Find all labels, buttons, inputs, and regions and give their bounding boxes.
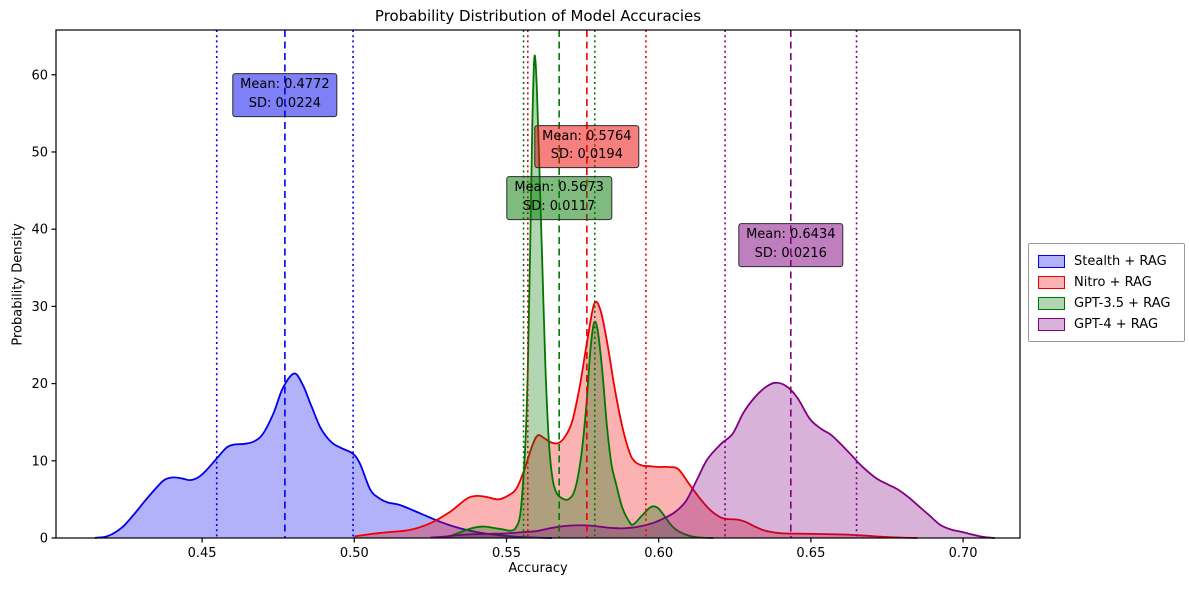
legend: Stealth + RAG Nitro + RAG GPT-3.5 + RAG … xyxy=(1028,243,1185,342)
kde-area-stealth-rag xyxy=(94,373,553,538)
axes-frame xyxy=(55,29,1021,539)
annotation-mean-text: Mean: 0.5764 xyxy=(542,128,632,144)
chart-title: Probability Distribution of Model Accura… xyxy=(374,7,702,25)
y-tick-label: 60 xyxy=(31,68,48,83)
gpt4-swatch-icon xyxy=(1038,318,1065,331)
x-tick-label: 0.50 xyxy=(340,546,369,561)
annotation-sd-text: SD: 0.0117 xyxy=(523,199,596,215)
x-tick-label: 0.55 xyxy=(492,546,521,561)
kde-line-gpt4-rag xyxy=(430,381,996,539)
legend-label: Nitro + RAG xyxy=(1074,275,1152,290)
kde-area-gpt4-rag xyxy=(430,382,996,538)
legend-item-gpt35: GPT-3.5 + RAG xyxy=(1038,293,1175,314)
x-axis-label: Accuracy xyxy=(508,561,568,576)
nitro-swatch-icon xyxy=(1038,276,1065,289)
legend-label: GPT-3.5 + RAG xyxy=(1074,296,1171,311)
y-tick-label: 20 xyxy=(31,377,48,392)
gpt35-swatch-icon xyxy=(1038,297,1065,310)
kde-line-nitro-rag xyxy=(354,300,918,539)
kde-line-stealth-rag xyxy=(94,372,553,539)
legend-item-nitro: Nitro + RAG xyxy=(1038,272,1175,293)
x-tick-label: 0.60 xyxy=(644,546,673,561)
annotation-mean-text: Mean: 0.6434 xyxy=(746,227,836,243)
x-tick-label: 0.65 xyxy=(796,546,825,561)
y-tick-label: 40 xyxy=(31,223,48,238)
kde-area-nitro-rag xyxy=(354,301,918,538)
y-tick-label: 0 xyxy=(40,532,48,547)
legend-item-stealth: Stealth + RAG xyxy=(1038,251,1175,272)
legend-label: Stealth + RAG xyxy=(1074,254,1167,269)
y-tick-label: 10 xyxy=(31,454,48,469)
x-tick-label: 0.70 xyxy=(949,546,978,561)
annotation-sd-text: SD: 0.0224 xyxy=(248,95,322,111)
annotation-sd-text: SD: 0.0194 xyxy=(550,147,623,163)
stealth-swatch-icon xyxy=(1038,255,1065,268)
legend-label: GPT-4 + RAG xyxy=(1074,317,1159,332)
annotation-box-stealth: Mean: 0.4772 SD: 0.0224 xyxy=(232,73,338,117)
annotation-sd-text: SD: 0.0216 xyxy=(754,246,827,262)
annotation-box-gpt35: Mean: 0.5673 SD: 0.0117 xyxy=(506,176,612,221)
annotation-mean-text: Mean: 0.5673 xyxy=(514,180,604,196)
annotation-box-nitro: Mean: 0.5764 SD: 0.0194 xyxy=(534,124,640,169)
y-axis-label: Probability Density xyxy=(10,223,26,346)
x-tick-label: 0.45 xyxy=(188,546,217,561)
legend-item-gpt4: GPT-4 + RAG xyxy=(1038,314,1175,335)
y-tick-label: 50 xyxy=(31,145,48,160)
y-tick-label: 30 xyxy=(31,300,48,315)
annotation-box-gpt4: Mean: 0.6434 SD: 0.0216 xyxy=(738,223,844,268)
annotation-mean-text: Mean: 0.4772 xyxy=(240,77,330,92)
